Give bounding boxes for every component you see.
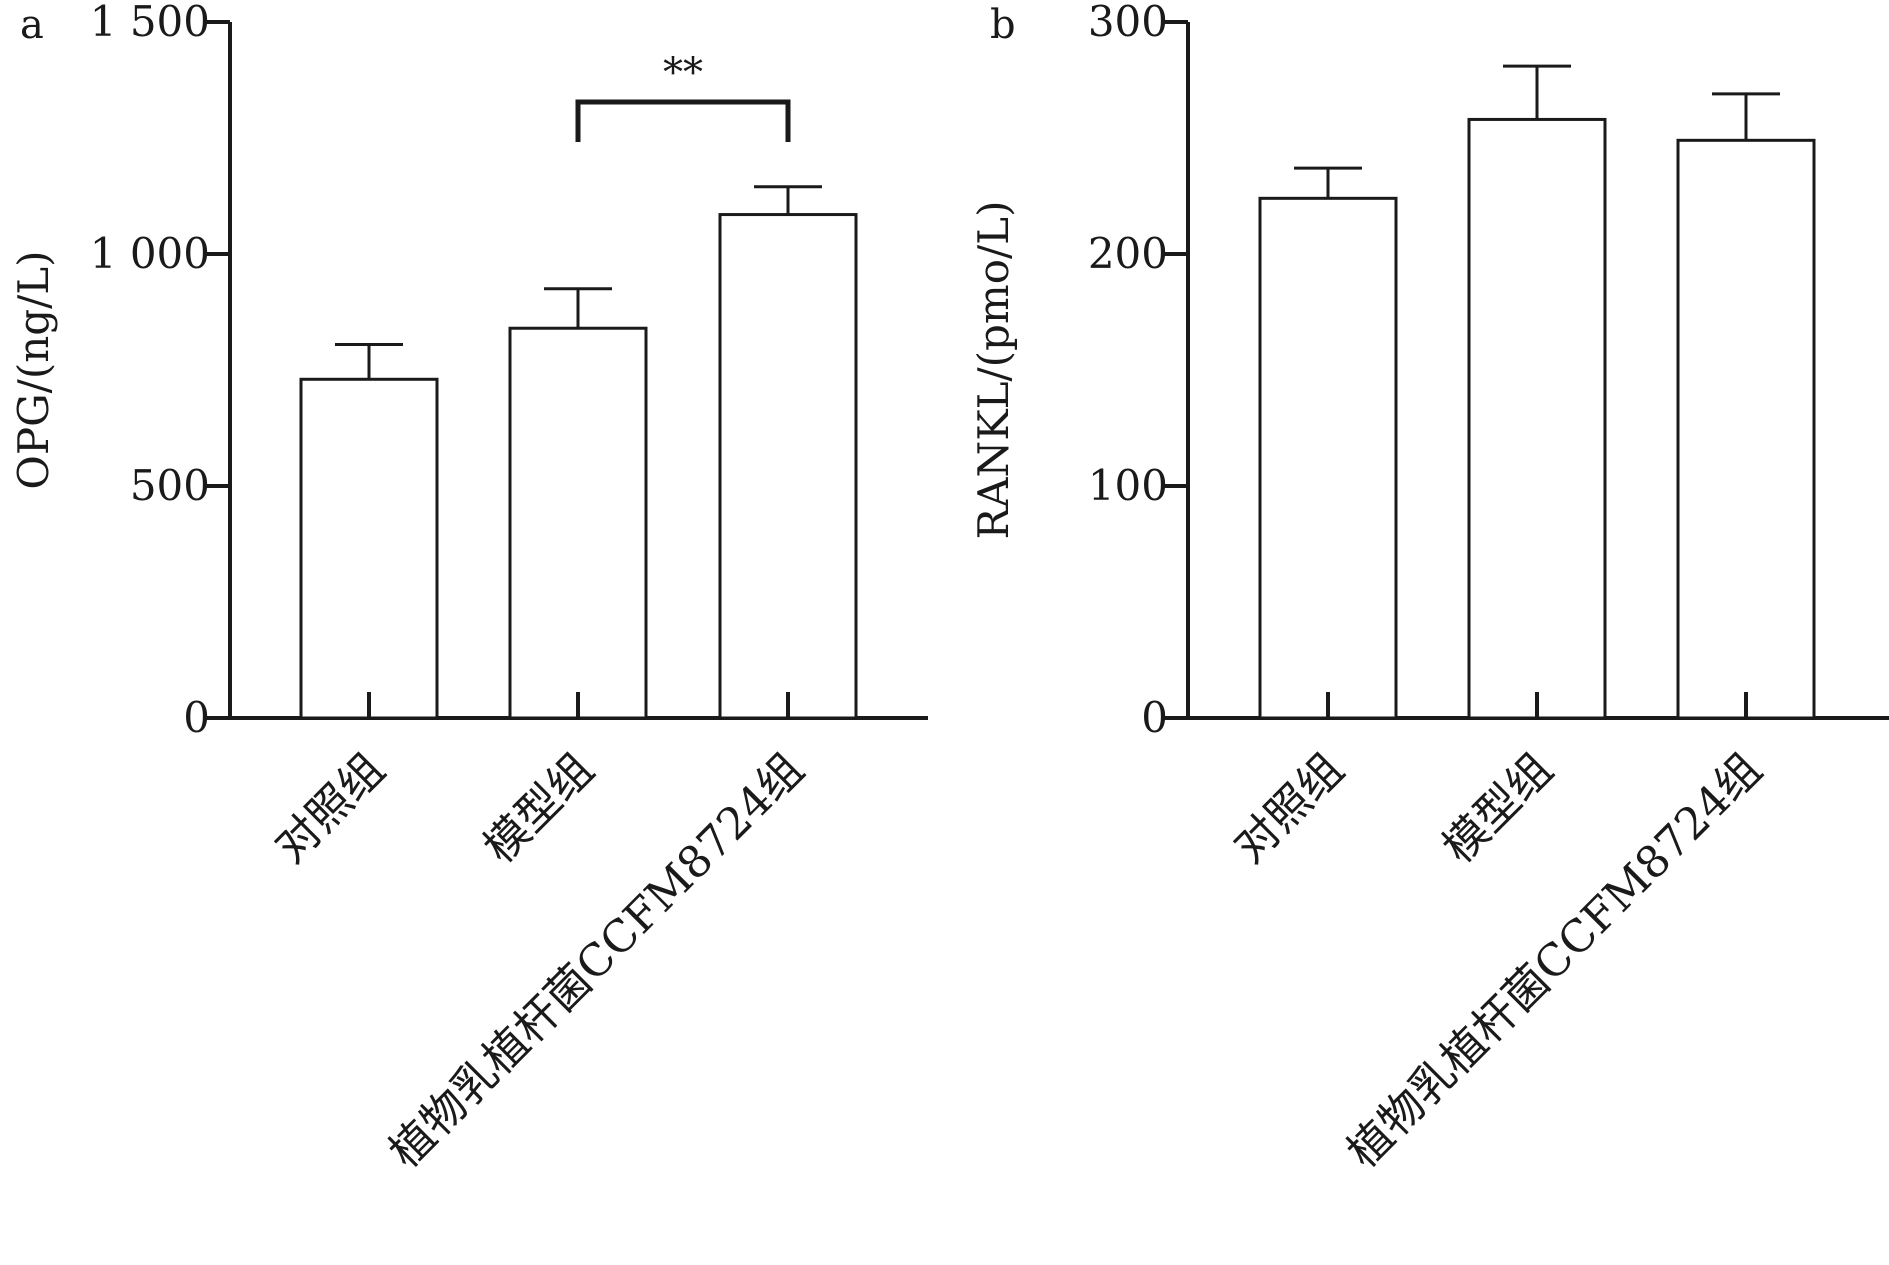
y-axis-title: OPG/(ng/L) bbox=[9, 250, 58, 489]
panel-b: b 0 100 200 300 RANKL/(pmo/L) 对照组 模型组植物乳植杆菌CCFM… bbox=[969, 0, 1889, 1178]
significance-label: ** bbox=[663, 50, 703, 96]
y-tick-label: 0 bbox=[183, 693, 210, 742]
x-tick-label: 植物乳植杆菌CCFM8724组 bbox=[1338, 744, 1772, 1178]
bar bbox=[1676, 138, 1816, 720]
y-tick-label: 0 bbox=[1141, 693, 1168, 742]
bar bbox=[299, 377, 439, 720]
panel-label: a bbox=[20, 2, 44, 48]
x-tick-label: 对照组 bbox=[1224, 744, 1353, 873]
significance-bracket bbox=[575, 99, 791, 142]
y-tick-label: 1 500 bbox=[90, 0, 210, 46]
y-tick-label: 200 bbox=[1088, 229, 1168, 278]
y-tick-label: 100 bbox=[1088, 461, 1168, 510]
x-tick-label: 模型组 bbox=[474, 744, 603, 873]
bar bbox=[508, 326, 648, 720]
x-tick-label: 植物乳植杆菌CCFM8724组 bbox=[380, 744, 814, 1178]
y-tick-label: 500 bbox=[130, 461, 210, 510]
bar bbox=[1467, 117, 1607, 720]
bar bbox=[1258, 196, 1398, 720]
panel-label: b bbox=[990, 2, 1016, 48]
y-tick-label: 1 000 bbox=[90, 229, 210, 278]
x-tick-label: 对照组 bbox=[265, 744, 394, 873]
y-tick-label: 300 bbox=[1088, 0, 1168, 46]
panel-a: a 0 500 1 000 1 500 OPG/(ng/L) 对照组 模型组植物乳植杆菌CCF… bbox=[9, 0, 928, 1178]
bar bbox=[718, 213, 858, 720]
x-tick-label: 模型组 bbox=[1433, 744, 1562, 873]
y-axis-title: RANKL/(pmo/L) bbox=[969, 201, 1018, 540]
